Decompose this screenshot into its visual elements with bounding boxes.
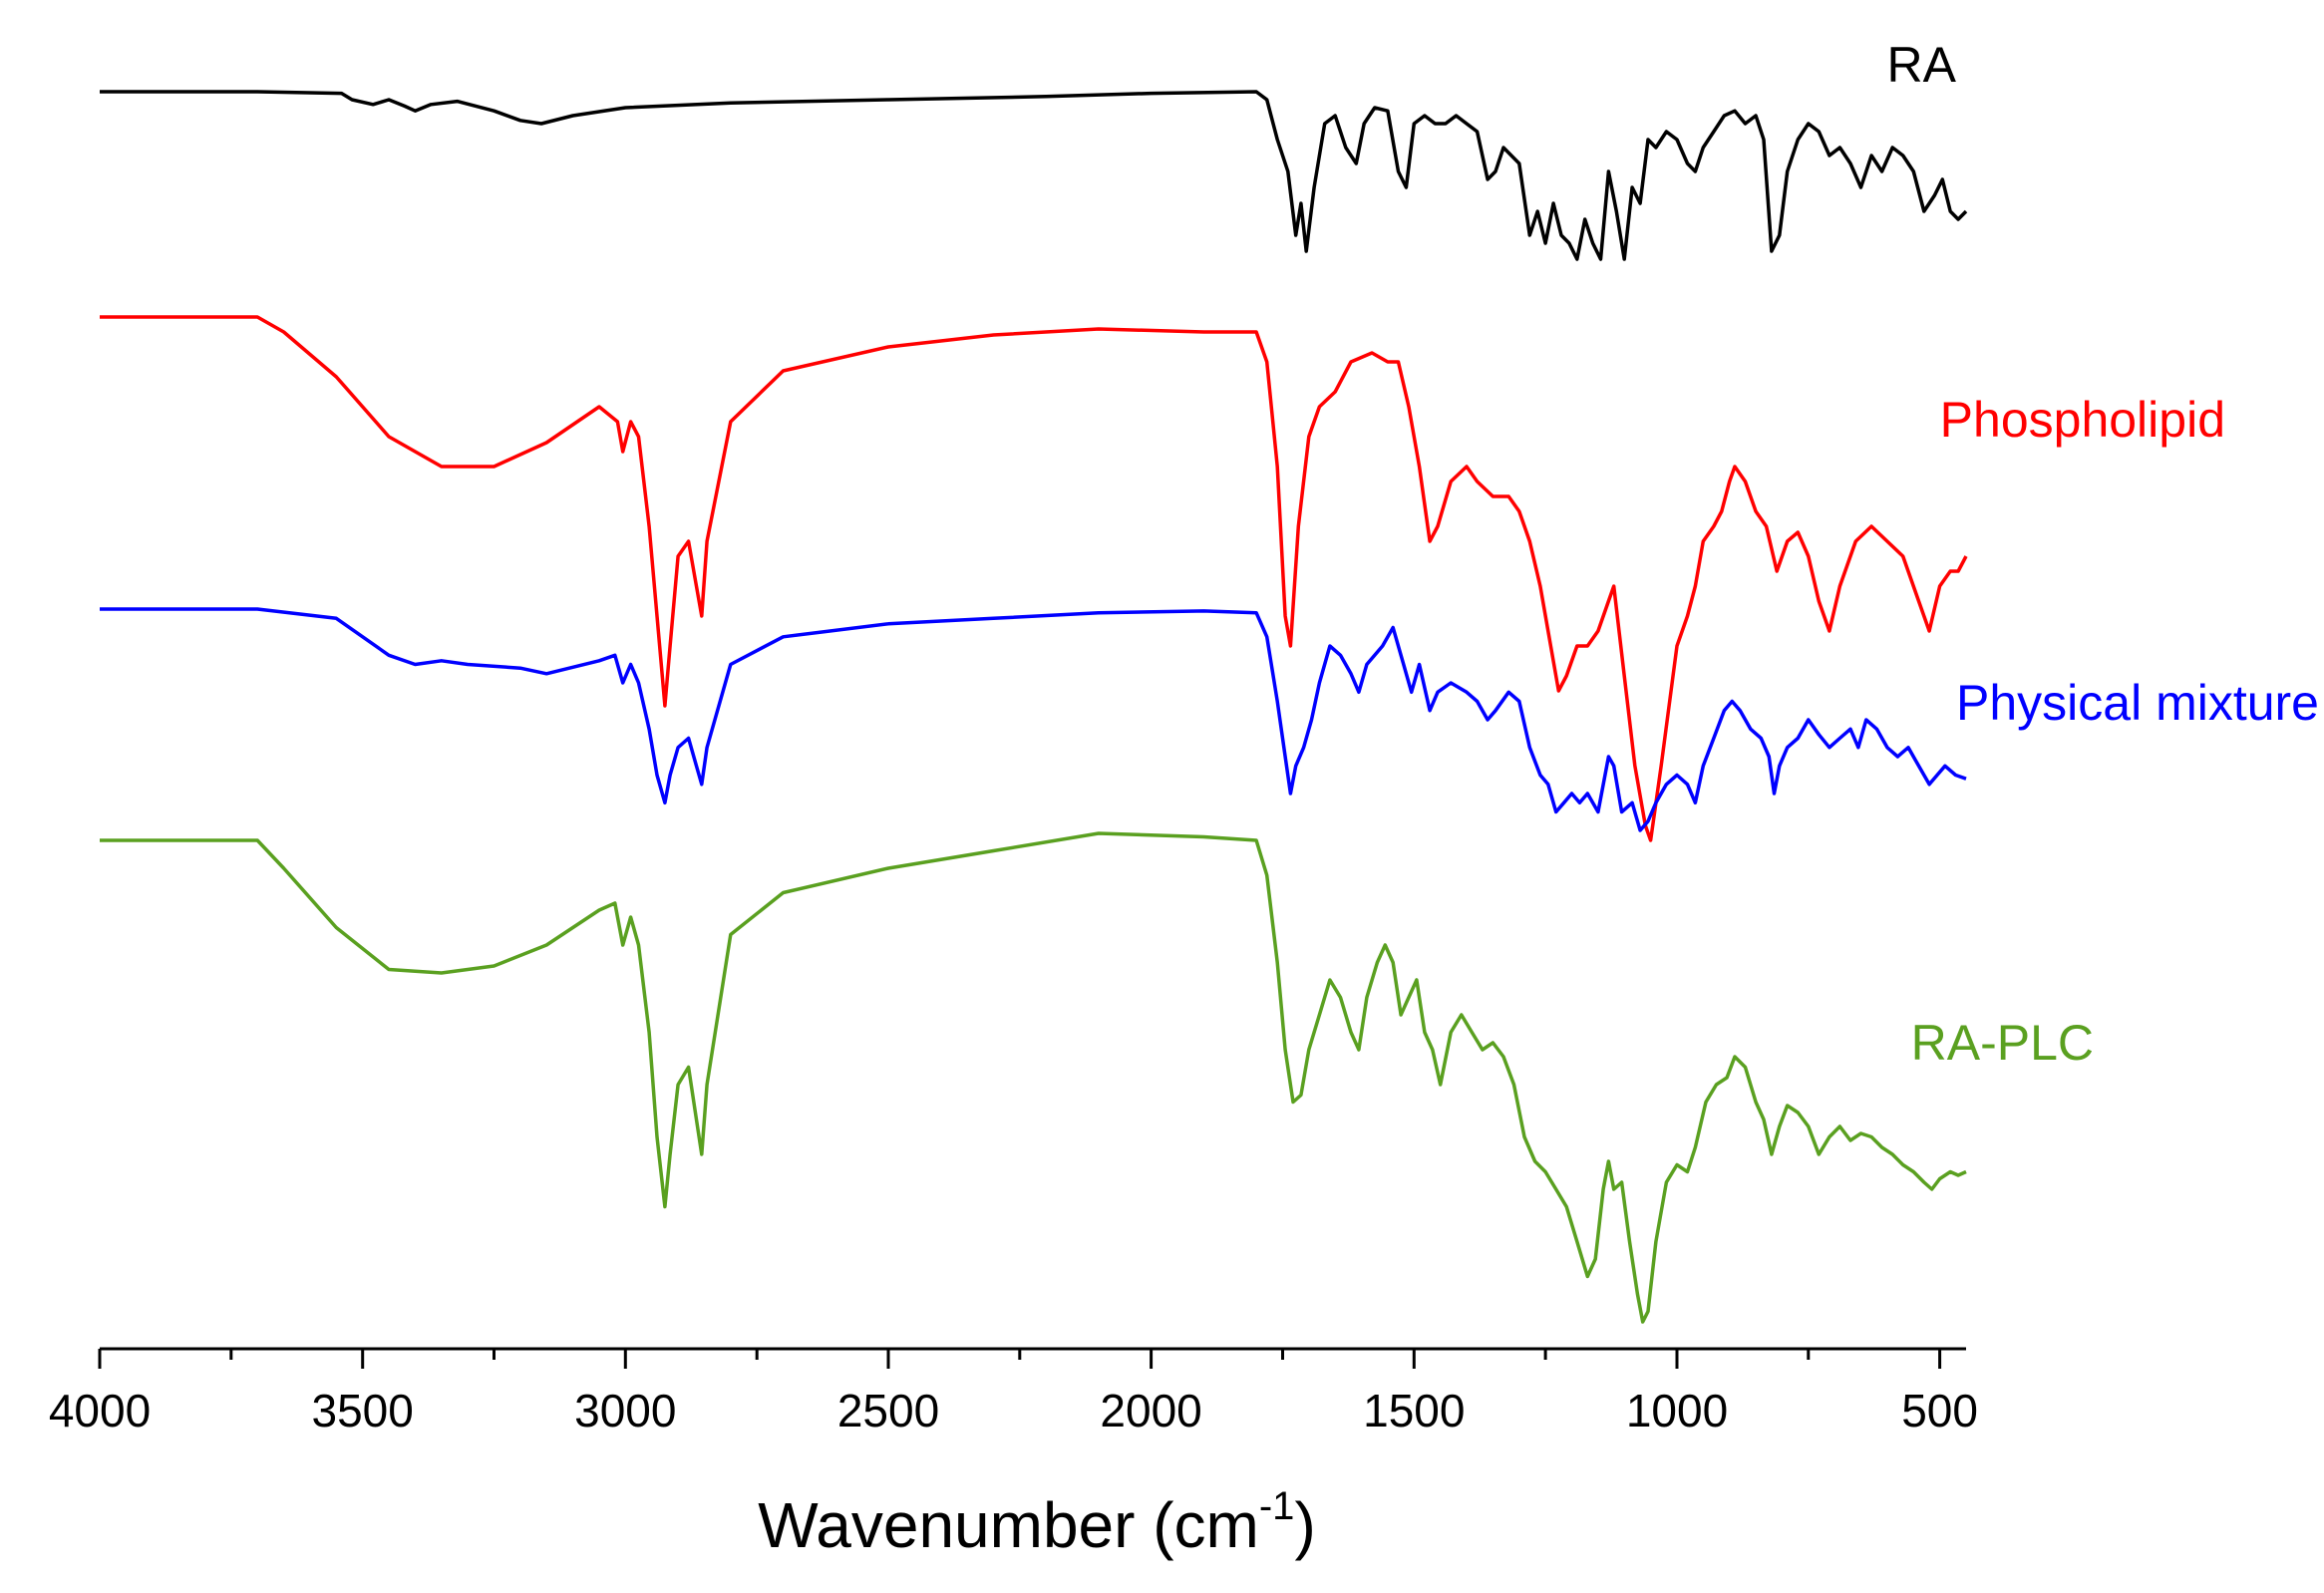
series-line-ra-plc <box>100 831 1967 1324</box>
x-axis-title-main: Wavenumber (cm <box>758 1489 1259 1561</box>
x-axis-ticks: 4000 3500 3000 2500 2000 1500 1000 500 <box>49 1349 1978 1436</box>
series-label-ra-plc: RA-PLC <box>1911 1015 2094 1071</box>
x-tick-label: 3000 <box>574 1385 676 1436</box>
x-tick-label: 500 <box>1901 1385 1978 1436</box>
series-line-ra <box>100 90 1968 261</box>
series-labels: RA Phospholipid Physical mixture RA-PLC <box>1887 37 2319 1071</box>
x-axis-title-close: ) <box>1294 1489 1315 1561</box>
x-tick-label: 2000 <box>1100 1385 1201 1436</box>
x-tick-label: 4000 <box>49 1385 151 1436</box>
series-line-physical-mixture <box>100 607 1967 832</box>
series-label-phospholipid: Phospholipid <box>1940 392 2225 448</box>
series-label-ra: RA <box>1887 37 1957 93</box>
series-line-phospholipid <box>100 315 1968 842</box>
x-tick-label: 2500 <box>837 1385 939 1436</box>
spectra-group <box>100 90 1968 1324</box>
x-axis-title: Wavenumber (cm-1) <box>758 1484 1316 1561</box>
x-tick-label: 1000 <box>1626 1385 1728 1436</box>
x-tick-label: 3500 <box>312 1385 414 1436</box>
x-tick-label: 1500 <box>1363 1385 1465 1436</box>
series-label-physical-mixture: Physical mixture <box>1956 675 2319 731</box>
x-axis-title-superscript: -1 <box>1259 1484 1295 1528</box>
